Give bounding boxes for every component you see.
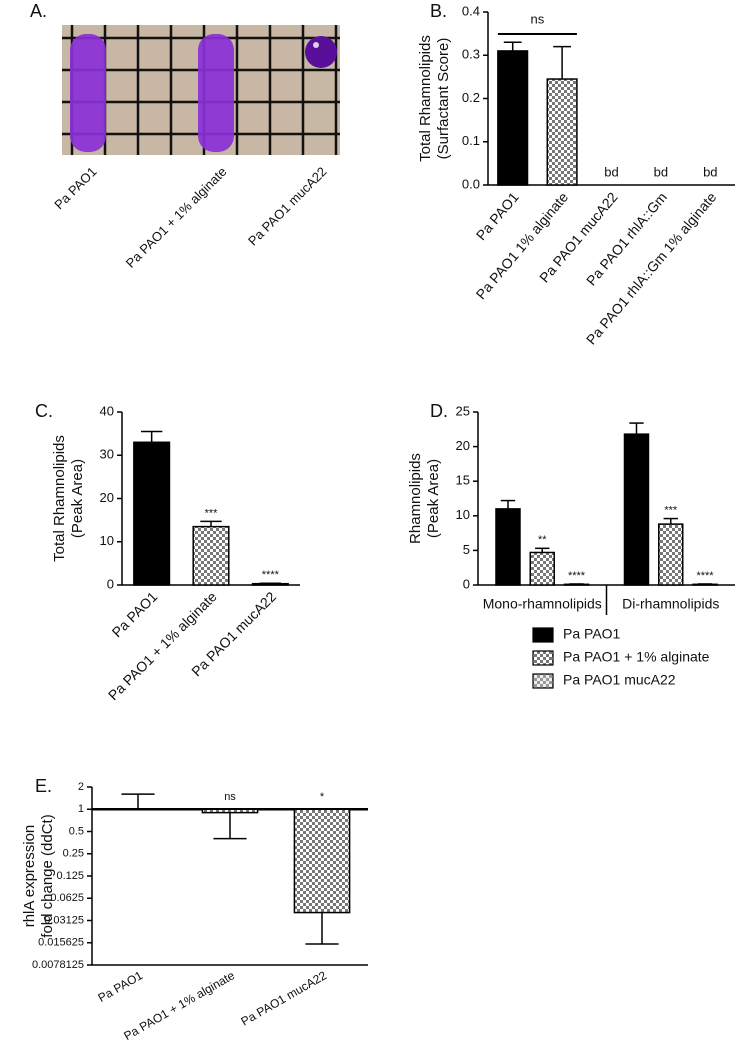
x-tick-label: Mono-rhamnolipids (483, 596, 602, 612)
y-tick-label: 30 (100, 447, 114, 462)
legend-label: Pa PAO1 + 1% alginate (563, 649, 710, 665)
y-axis-label: Total Rhamnolipids (51, 435, 68, 562)
y-axis-label: (Peak Area) (425, 459, 442, 538)
value-label: bd (654, 164, 668, 179)
bar (497, 50, 529, 186)
x-tick-label: Pa PAO1 (109, 588, 161, 640)
y-tick-label: 15 (456, 473, 470, 488)
x-tick-label: Pa PAO1 1% alginate (473, 189, 572, 302)
bar (623, 433, 650, 586)
y-tick-label: 0.0 (462, 176, 480, 191)
y-tick-label: 10 (100, 533, 114, 548)
bar (192, 525, 230, 586)
panel-label: B. (430, 1, 447, 21)
bar (529, 551, 555, 586)
value-label: **** (568, 570, 586, 582)
legend-swatch (532, 673, 554, 689)
x-tick-label: Pa PAO1 (473, 189, 522, 243)
legend-label: Pa PAO1 (563, 626, 621, 642)
panel-label: D. (430, 401, 448, 421)
y-tick-label: 0.3 (462, 47, 480, 62)
y-tick-label: 0.0078125 (32, 959, 84, 971)
y-tick-label: 0.015625 (38, 937, 84, 949)
panel-label: C. (35, 401, 53, 421)
y-axis-label: fold change (ddCt) (39, 814, 56, 937)
y-axis-label: (Surfactant Score) (435, 38, 452, 160)
y-axis-label: rhlA expression (21, 825, 38, 928)
value-label: **** (262, 569, 280, 581)
y-tick-label: 20 (456, 438, 470, 453)
value-label: **** (696, 570, 714, 582)
x-tick-label: Di-rhamnolipids (622, 596, 719, 612)
y-tick-label: 0.25 (63, 848, 84, 860)
bar (546, 78, 578, 186)
bar (201, 808, 259, 814)
bar (133, 441, 171, 586)
panel-label: E. (35, 776, 52, 796)
value-label: *** (205, 507, 219, 519)
x-tick-label: Pa PAO1 + 1% alginate (105, 588, 220, 703)
panel-label: A. (30, 1, 47, 21)
value-label: *** (664, 504, 678, 516)
panel-a-photo (62, 25, 340, 155)
y-tick-label: 25 (456, 403, 470, 418)
y-tick-label: 20 (100, 490, 114, 505)
sample-label: Pa PAO1 (51, 164, 99, 212)
x-tick-label: Pa PAO1 (96, 968, 146, 1005)
y-tick-label: 0 (463, 576, 470, 591)
y-tick-label: 0.2 (462, 90, 480, 105)
y-tick-label: 0.03125 (44, 914, 84, 926)
bar (293, 808, 351, 914)
bar (658, 523, 684, 586)
legend-swatch (532, 627, 554, 643)
y-tick-label: 2 (78, 781, 84, 793)
legend-label: Pa PAO1 mucA22 (563, 672, 676, 688)
y-tick-label: 0.125 (56, 870, 84, 882)
bracket-label: ns (531, 11, 545, 26)
y-tick-label: 0.1 (462, 133, 480, 148)
legend-swatch (532, 650, 554, 666)
value-label: * (320, 791, 325, 803)
y-tick-label: 40 (100, 403, 114, 418)
y-tick-label: 5 (463, 542, 470, 557)
sample-label: Pa PAO1 mucA22 (245, 164, 330, 249)
x-tick-label: Pa PAO1 mucA22 (239, 968, 330, 1029)
value-label: bd (604, 164, 618, 179)
y-tick-label: 1 (78, 803, 84, 815)
value-label: ** (538, 534, 547, 546)
y-axis-label: Total Rhamnolipids (417, 35, 434, 162)
y-tick-label: 0 (107, 576, 114, 591)
y-tick-label: 0.4 (462, 3, 480, 18)
y-tick-label: 0.0625 (50, 892, 84, 904)
bar (495, 508, 521, 586)
sample-label: Pa PAO1 + 1% alginate (123, 164, 230, 271)
value-label: ns (224, 791, 236, 803)
y-tick-label: 0.5 (69, 825, 84, 837)
value-label: bd (703, 164, 717, 179)
y-axis-label: Rhamnolipids (407, 453, 424, 544)
y-axis-label: (Peak Area) (69, 459, 86, 538)
y-tick-label: 10 (456, 507, 470, 522)
